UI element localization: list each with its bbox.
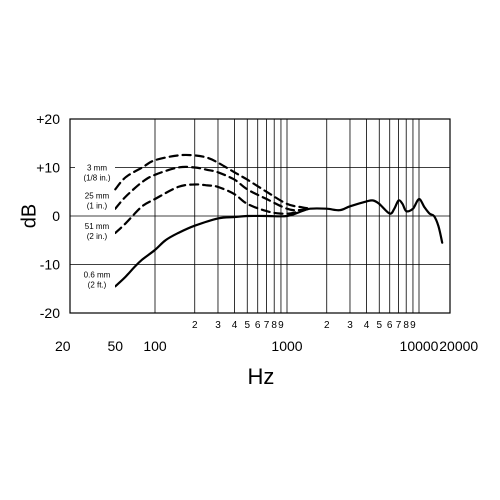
series-annotation: 25 mm <box>85 192 110 201</box>
series-annotation: (1 in.) <box>87 202 108 211</box>
x-tick-label: 50 <box>107 338 123 354</box>
x-minor-tick-label: 4 <box>364 320 370 331</box>
x-minor-tick-label: 6 <box>255 320 261 331</box>
series-line-dashed-2 <box>114 165 312 212</box>
plot-frame <box>69 118 451 314</box>
series-line-dashed-1 <box>114 153 312 210</box>
annotations: 0.6 mm(2 ft.) 3 mm(1/8 in.) 25 mm(1 in.) 51… <box>75 163 115 290</box>
series-annotation: (2 ft.) <box>88 280 107 289</box>
series-annotation: (2 in.) <box>87 232 108 241</box>
x-minor-tick-label: 2 <box>192 320 198 331</box>
x-minor-tick-label: 5 <box>244 320 250 331</box>
x-minor-tick-label: 8 <box>403 320 409 331</box>
x-minor-tick-label: 8 <box>271 320 277 331</box>
x-minor-tick-label: 4 <box>232 320 238 331</box>
annotation-bg <box>75 201 115 211</box>
x-tick-label: 20 <box>55 338 71 354</box>
series-annotation: (1/8 in.) <box>83 173 110 182</box>
series-annotation: 0.6 mm <box>84 270 111 279</box>
x-axis-title: Hz <box>248 364 275 389</box>
x-minor-tick-label: 9 <box>278 320 284 331</box>
y-tick-label: -10 <box>40 257 60 273</box>
series-line-solid <box>114 197 444 288</box>
x-minor-tick-label: 7 <box>396 320 402 331</box>
x-tick-label: 10000 <box>400 338 439 354</box>
annotation-bg <box>75 221 115 231</box>
y-axis-title: dB <box>18 204 40 228</box>
x-tick-label: 100 <box>143 338 167 354</box>
y-tick-labels: +20 +10 0 -10 -20 <box>36 111 60 321</box>
x-minor-tick-label: 9 <box>410 320 416 331</box>
series-layer <box>114 153 444 288</box>
y-tick-label: 0 <box>52 208 60 224</box>
x-tick-label: 1000 <box>271 338 302 354</box>
x-minor-tick-label: 6 <box>387 320 393 331</box>
y-tick-label: -20 <box>40 305 60 321</box>
annotation-bg <box>75 173 115 183</box>
annotation-bg <box>75 191 115 201</box>
series-line-dashed-3 <box>114 183 312 235</box>
y-tick-label: +10 <box>36 160 60 176</box>
annotation-bg <box>75 231 115 241</box>
series-annotation: 3 mm <box>87 163 107 172</box>
y-tick-label: +20 <box>36 111 60 127</box>
annotation-bg <box>75 280 115 290</box>
series-annotation: 51 mm <box>85 222 110 231</box>
x-minor-tick-label: 3 <box>215 320 221 331</box>
x-tick-label: 20000 <box>439 338 478 354</box>
x-minor-tick-label: 2 <box>324 320 330 331</box>
x-minor-tick-label: 3 <box>347 320 353 331</box>
annotation-bg <box>75 270 115 280</box>
x-minor-tick-label: 5 <box>376 320 382 331</box>
annotation-bg <box>75 163 115 173</box>
x-minor-tick-label: 7 <box>264 320 270 331</box>
